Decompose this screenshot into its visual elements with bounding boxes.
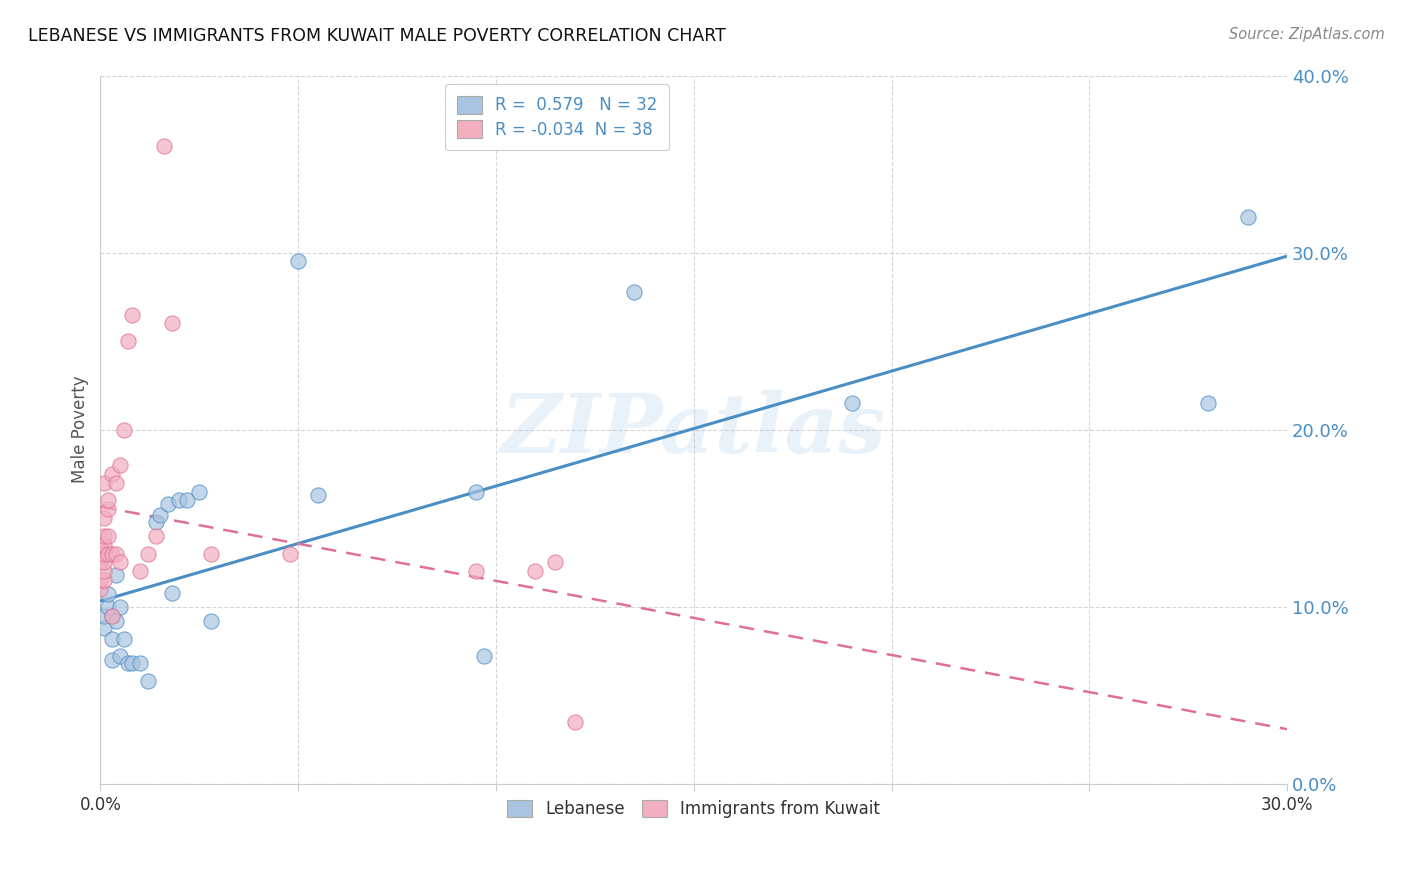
Point: [93, 564, 115, 578]
Point: [89, 573, 111, 587]
Point: [93, 511, 115, 525]
Point: [97, 529, 120, 543]
Point: [544, 556, 567, 570]
Point: [160, 317, 183, 331]
Point: [524, 564, 547, 578]
Point: [97, 493, 120, 508]
Point: [156, 497, 179, 511]
Point: [287, 254, 309, 268]
Point: [105, 475, 128, 490]
Point: [101, 608, 124, 623]
Point: [160, 585, 183, 599]
Point: [149, 508, 172, 522]
Point: [145, 529, 167, 543]
Point: [129, 564, 152, 578]
Point: [307, 488, 329, 502]
Point: [101, 653, 124, 667]
Point: [89, 582, 111, 596]
Point: [136, 674, 159, 689]
Point: [93, 547, 115, 561]
Point: [89, 538, 111, 552]
Point: [465, 484, 488, 499]
Text: ZIPatlas: ZIPatlas: [501, 390, 886, 469]
Point: [472, 649, 495, 664]
Point: [93, 621, 115, 635]
Point: [89, 556, 111, 570]
Point: [101, 547, 124, 561]
Point: [278, 547, 301, 561]
Point: [93, 608, 115, 623]
Point: [108, 458, 131, 472]
Point: [97, 599, 120, 614]
Point: [121, 308, 143, 322]
Point: [101, 632, 124, 646]
Point: [129, 657, 152, 671]
Legend: Lebanese, Immigrants from Kuwait: Lebanese, Immigrants from Kuwait: [501, 794, 887, 825]
Point: [93, 573, 115, 587]
Point: [101, 608, 124, 623]
Point: [176, 493, 198, 508]
Point: [93, 556, 115, 570]
Point: [188, 484, 211, 499]
Point: [108, 649, 131, 664]
Point: [121, 657, 143, 671]
Point: [564, 714, 586, 729]
Point: [108, 599, 131, 614]
Point: [105, 614, 128, 628]
Point: [465, 564, 488, 578]
Point: [97, 502, 120, 516]
Text: Source: ZipAtlas.com: Source: ZipAtlas.com: [1229, 27, 1385, 42]
Point: [200, 547, 222, 561]
Point: [93, 538, 115, 552]
Point: [97, 587, 120, 601]
Point: [105, 567, 128, 582]
Y-axis label: Male Poverty: Male Poverty: [72, 376, 89, 483]
Point: [152, 139, 174, 153]
Point: [108, 556, 131, 570]
Point: [623, 285, 645, 299]
Point: [93, 475, 115, 490]
Point: [1236, 210, 1258, 224]
Point: [117, 657, 139, 671]
Point: [93, 529, 115, 543]
Point: [112, 423, 135, 437]
Point: [105, 547, 128, 561]
Point: [841, 396, 863, 410]
Point: [1197, 396, 1219, 410]
Point: [136, 547, 159, 561]
Text: LEBANESE VS IMMIGRANTS FROM KUWAIT MALE POVERTY CORRELATION CHART: LEBANESE VS IMMIGRANTS FROM KUWAIT MALE …: [28, 27, 725, 45]
Point: [97, 547, 120, 561]
Point: [89, 547, 111, 561]
Point: [200, 614, 222, 628]
Point: [101, 467, 124, 481]
Point: [117, 334, 139, 348]
Point: [169, 493, 191, 508]
Point: [145, 515, 167, 529]
Point: [112, 632, 135, 646]
